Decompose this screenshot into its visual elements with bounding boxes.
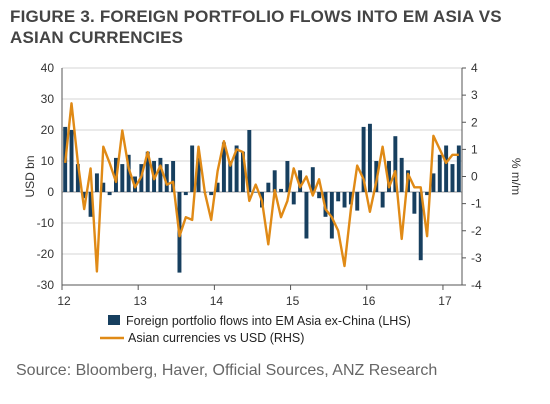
bar: [190, 145, 195, 192]
bar: [367, 123, 372, 192]
bar: [183, 192, 188, 196]
bar: [380, 192, 385, 208]
y-tick-left: 40: [41, 61, 55, 75]
bar: [145, 151, 150, 192]
bar: [101, 182, 106, 192]
bar: [399, 157, 404, 192]
chart-title: FIGURE 3. FOREIGN PORTFOLIO FLOWS INTO E…: [10, 7, 502, 47]
y-tick-right: 3: [471, 88, 478, 102]
y-tick-left: 10: [41, 154, 55, 168]
legend-swatch-bar: [108, 315, 120, 325]
legend-label-line: Asian currencies vs USD (RHS): [128, 331, 304, 345]
y-tick-right: 4: [471, 61, 478, 75]
x-tick: 13: [134, 294, 148, 308]
bar: [82, 192, 87, 199]
bar: [456, 145, 461, 192]
bar: [158, 157, 163, 192]
bar: [120, 164, 125, 192]
bar: [450, 164, 455, 192]
y-tick-right: -1: [471, 197, 482, 211]
bar: [298, 170, 303, 192]
bar: [69, 130, 74, 192]
y-axis-title-left: USD bn: [23, 155, 37, 197]
bar: [361, 126, 366, 192]
y-tick-right: 1: [471, 142, 478, 156]
bar: [425, 192, 430, 196]
bar: [215, 182, 220, 192]
bar: [107, 192, 112, 196]
x-tick: 14: [210, 294, 224, 308]
bar: [247, 130, 252, 192]
bar: [164, 164, 169, 192]
y-tick-right: 0: [471, 170, 478, 184]
series-line-currencies: [64, 102, 459, 273]
bar: [348, 192, 353, 205]
bar: [304, 192, 309, 239]
bar: [196, 157, 201, 192]
y-tick-right: -2: [471, 224, 482, 238]
bar: [171, 161, 176, 192]
bar: [412, 192, 417, 214]
bar: [431, 173, 436, 192]
bar: [209, 192, 214, 196]
bar: [253, 192, 258, 193]
bar: [444, 145, 449, 192]
x-tick: 16: [362, 294, 376, 308]
bar: [355, 192, 360, 211]
bar: [228, 161, 233, 192]
bar: [310, 167, 315, 192]
bar: [285, 161, 290, 192]
bar: [279, 188, 284, 192]
bar: [94, 173, 99, 192]
bar: [418, 192, 423, 261]
bar: [329, 192, 334, 239]
legend: Foreign portfolio flows into EM Asia ex-…: [100, 314, 411, 345]
y-axis-title-right: % m/m: [509, 158, 523, 195]
bar: [240, 151, 245, 192]
y-tick-right: -4: [471, 278, 482, 292]
bar: [437, 154, 442, 192]
y-tick-left: 20: [41, 123, 55, 137]
y-tick-left: -20: [37, 247, 55, 261]
x-tick: 17: [438, 294, 452, 308]
bar: [291, 192, 296, 205]
bar: [75, 164, 80, 192]
line-series: [64, 102, 459, 273]
y-tick-left: 30: [41, 92, 55, 106]
bar: [221, 142, 226, 192]
bar: [317, 192, 322, 199]
bar: [393, 136, 398, 192]
bar: [126, 154, 131, 192]
x-tick: 15: [286, 294, 300, 308]
y-tick-left: -10: [37, 216, 55, 230]
x-tick: 12: [57, 294, 71, 308]
bar: [336, 192, 341, 202]
legend-label-bar: Foreign portfolio flows into EM Asia ex-…: [126, 314, 411, 328]
source-note: Source: Bloomberg, Haver, Official Sourc…: [16, 362, 438, 379]
bar: [387, 161, 391, 192]
y-tick-left: 0: [47, 185, 54, 199]
bar: [234, 145, 239, 192]
y-tick-right: -3: [471, 251, 482, 265]
bar: [342, 192, 347, 208]
bar: [266, 182, 271, 192]
y-tick-right: 2: [471, 115, 478, 129]
bar: [88, 192, 93, 217]
y-tick-left: -30: [37, 278, 55, 292]
bar: [272, 170, 277, 192]
